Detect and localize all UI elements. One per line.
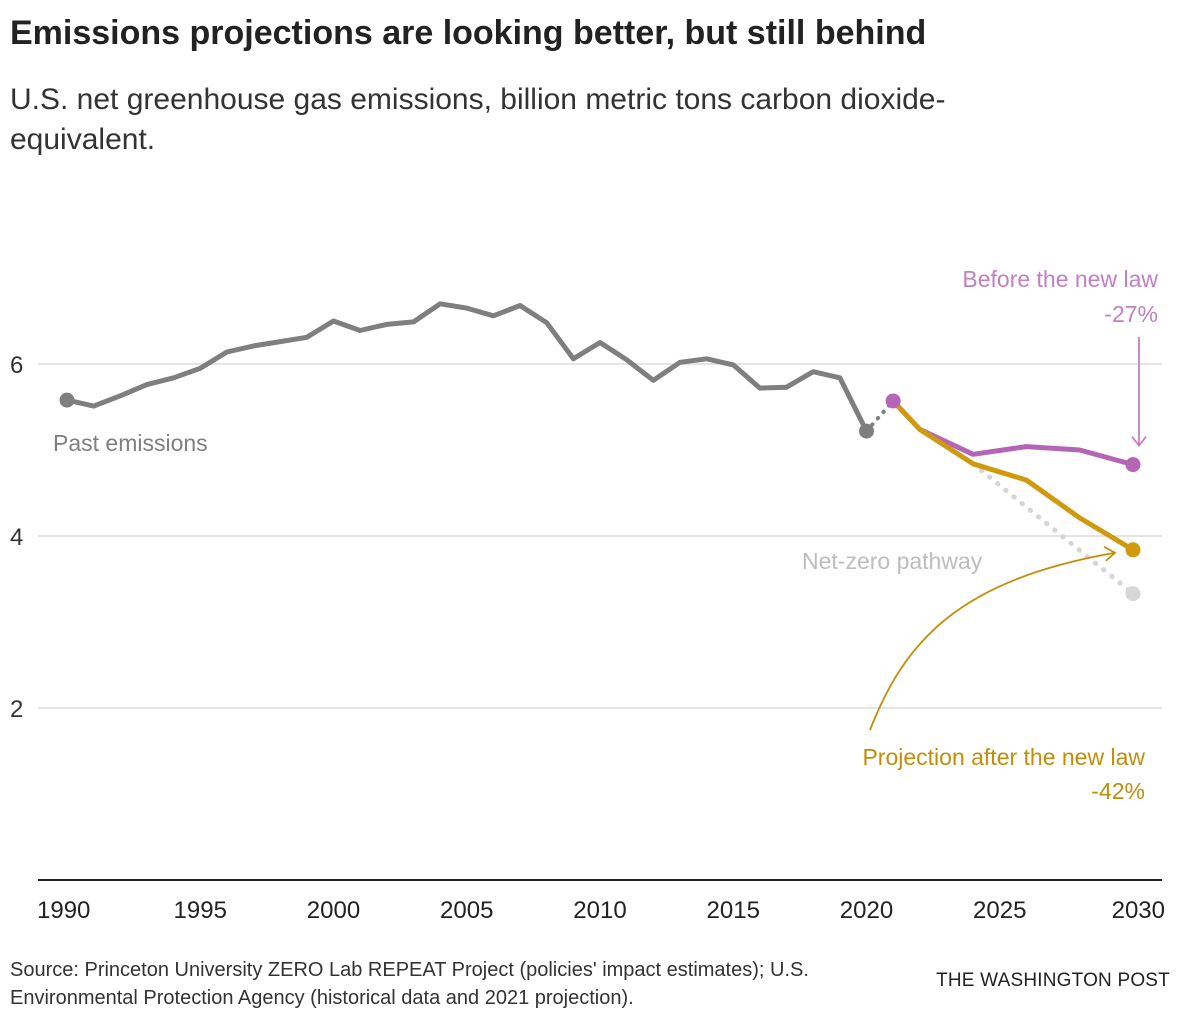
past-emissions-label: Past emissions	[53, 430, 208, 456]
x-tick-label: 2015	[707, 897, 760, 924]
x-tick-label: 1995	[174, 897, 227, 924]
x-tick-label: 2005	[440, 897, 493, 924]
before-law-arrowhead	[1131, 436, 1147, 448]
after-law-percent: -42%	[1091, 778, 1145, 804]
after-law-arrowhead	[1103, 545, 1117, 562]
after-law-end-dot	[1125, 542, 1141, 558]
x-tick-label: 2030	[1112, 897, 1165, 924]
x-tick-label: 2000	[307, 897, 360, 924]
series-markers	[59, 392, 1141, 602]
y-tick-label: 6	[10, 352, 23, 379]
net-zero-line	[970, 461, 1136, 597]
grid-lines	[38, 363, 1162, 709]
past-end-dot	[859, 423, 874, 439]
y-tick-label: 4	[10, 524, 23, 551]
before-law-label: Before the new law	[962, 266, 1158, 292]
y-tick-labels: 2 4 6	[10, 352, 23, 723]
x-tick-label: 2025	[973, 897, 1026, 924]
x-tick-label: 2020	[840, 897, 893, 924]
x-tick-labels: 1990 1995 2000 2005 2010 2015 2020 2025 2030	[37, 897, 1165, 924]
publisher-credit: THE WASHINGTON POST	[936, 970, 1170, 991]
projection-start-dot	[885, 393, 901, 409]
after-law-arrow	[869, 551, 1116, 731]
x-tick-label: 2010	[573, 897, 626, 924]
source-note: Source: Princeton University ZERO Lab RE…	[10, 959, 809, 1009]
chart-subtitle: U.S. net greenhouse gas emissions, billi…	[10, 83, 946, 156]
x-tick-label: 1990	[37, 897, 90, 924]
chart-title: Emissions projections are looking better…	[10, 14, 927, 52]
after-law-line	[890, 398, 1136, 553]
y-tick-label: 2	[10, 696, 23, 723]
before-law-percent: -27%	[1104, 301, 1158, 327]
annotation-arrows	[869, 337, 1147, 731]
past-start-dot	[59, 392, 75, 408]
net-zero-end-dot	[1125, 586, 1141, 602]
past-emissions-line	[64, 301, 869, 434]
net-zero-label: Net-zero pathway	[802, 548, 983, 574]
after-law-label: Projection after the new law	[862, 744, 1145, 770]
series-lines	[64, 301, 1136, 597]
before-law-end-dot	[1125, 457, 1141, 473]
